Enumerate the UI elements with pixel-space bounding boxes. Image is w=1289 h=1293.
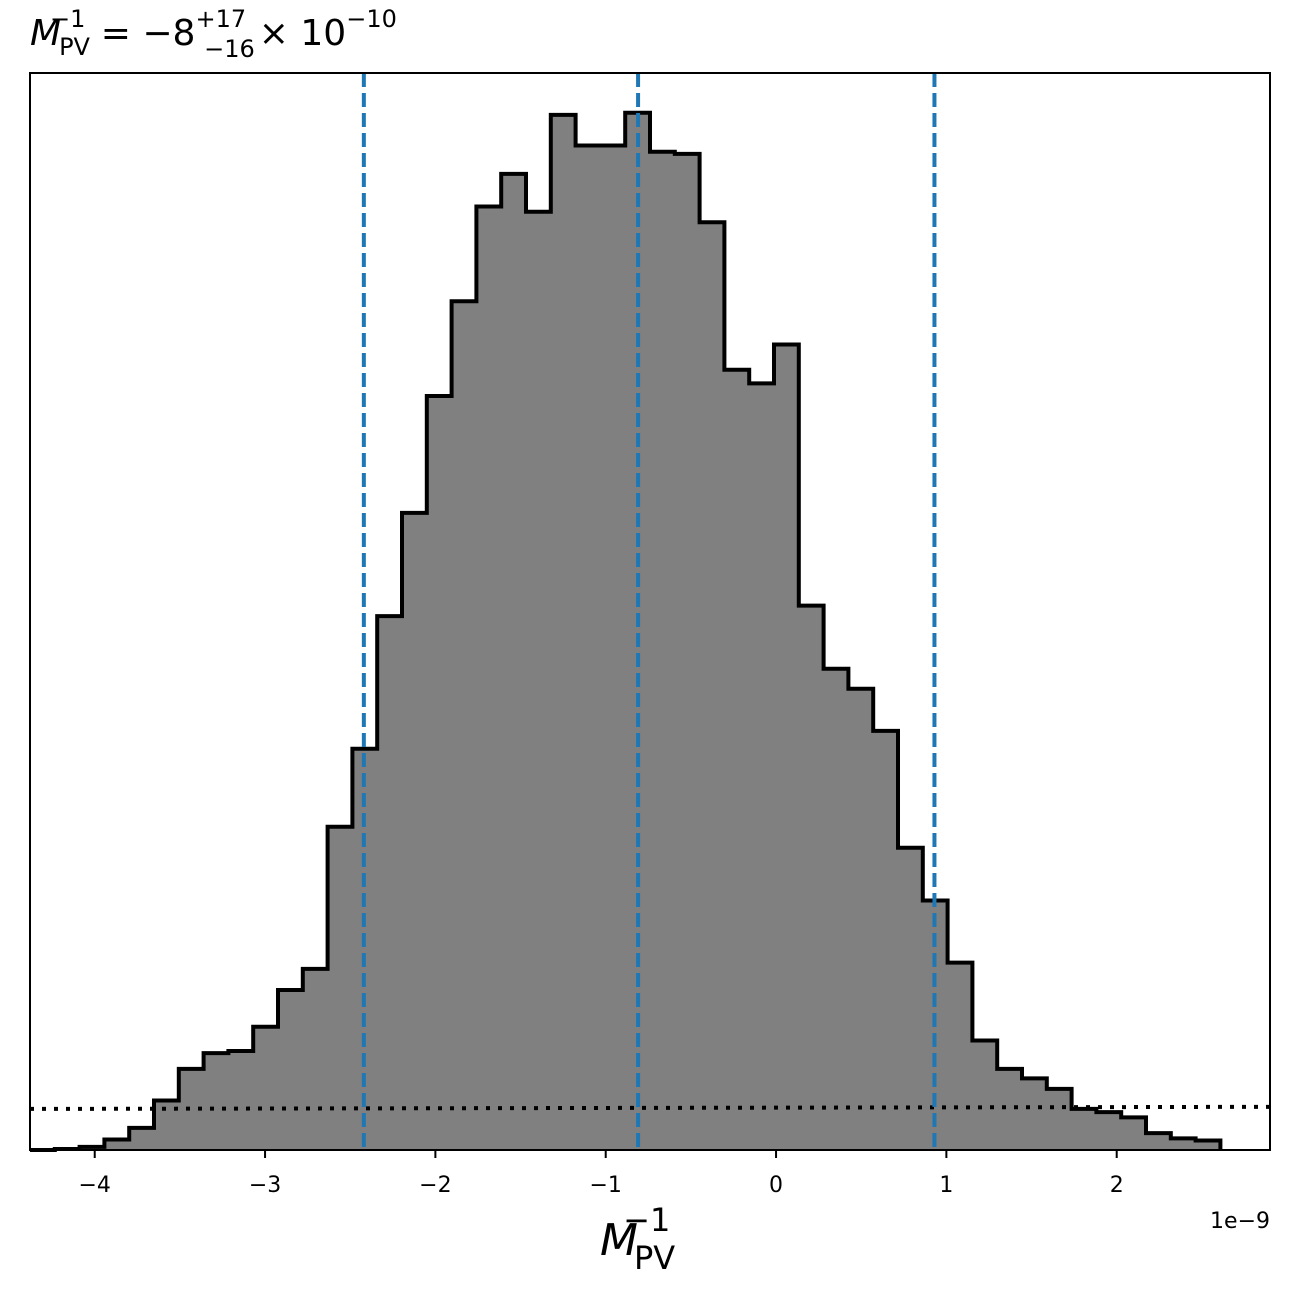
chart-title: MPV−1 = −8+17 −16 × 10−10 bbox=[30, 5, 397, 63]
histogram-bar bbox=[203, 1053, 229, 1150]
histogram-outline bbox=[30, 110, 1223, 1152]
histogram-bar bbox=[1071, 1108, 1097, 1150]
histogram-bar bbox=[774, 344, 800, 1151]
histogram-bar bbox=[848, 688, 874, 1150]
histogram-bar bbox=[104, 1139, 130, 1150]
prior-line bbox=[29, 1104, 1271, 1111]
histogram-bar bbox=[724, 369, 750, 1150]
histogram-bar bbox=[526, 211, 552, 1151]
histogram-bar bbox=[476, 206, 502, 1151]
histogram-bar bbox=[1046, 1088, 1073, 1150]
histogram-bar bbox=[699, 222, 725, 1150]
histogram-bar bbox=[947, 962, 973, 1150]
histogram-bar bbox=[674, 153, 701, 1150]
histogram-bar bbox=[798, 605, 825, 1150]
svg-text:MPV−1: MPV−1 bbox=[600, 1201, 675, 1277]
histogram-bar bbox=[1096, 1112, 1122, 1150]
histogram-bar bbox=[129, 1127, 155, 1150]
title-plus-error: +17 bbox=[195, 5, 246, 33]
histogram-bar bbox=[1170, 1138, 1197, 1150]
histogram-bar bbox=[451, 301, 477, 1151]
histogram-bar bbox=[426, 396, 453, 1150]
histogram-bar bbox=[352, 748, 378, 1150]
x-tick-label: 2 bbox=[1110, 1173, 1124, 1198]
x-tick-label: −2 bbox=[419, 1173, 451, 1198]
histogram-bar bbox=[302, 968, 329, 1150]
histogram-bar bbox=[1121, 1117, 1147, 1150]
title-exponent: −10 bbox=[346, 5, 397, 33]
histogram-bar bbox=[501, 173, 527, 1150]
histogram-bar bbox=[749, 383, 775, 1150]
x-axis-ticks: −4 −3 −2 −1 0 1 2 bbox=[79, 1150, 1124, 1198]
histogram-bar bbox=[575, 145, 601, 1151]
title-superscript: −1 bbox=[50, 5, 85, 33]
histogram-bar bbox=[278, 989, 304, 1150]
x-tick-label: 0 bbox=[769, 1173, 783, 1198]
plot-area bbox=[29, 73, 1271, 1152]
histogram-bar bbox=[1022, 1078, 1048, 1150]
title-symbol: M bbox=[30, 13, 61, 54]
histogram-bar bbox=[873, 730, 899, 1150]
histogram-bar bbox=[550, 114, 577, 1150]
svg-text:MPV−1 = −8+17−16× 10−10: MPV−1 = −8+17 −16 × 10−10 bbox=[30, 5, 397, 63]
plot-frame bbox=[29, 72, 1271, 1151]
xlabel-subscript: PV bbox=[634, 1239, 675, 1277]
title-subscript: PV bbox=[59, 33, 90, 61]
histogram-bar bbox=[972, 1040, 998, 1150]
x-tick-label: 1 bbox=[939, 1173, 953, 1198]
histogram-bar bbox=[1146, 1133, 1172, 1150]
histogram-bar bbox=[997, 1068, 1023, 1150]
title-minus-error: −16 bbox=[204, 35, 255, 63]
x-tick-label: −1 bbox=[589, 1173, 621, 1198]
histogram-bar bbox=[228, 1051, 254, 1150]
histogram-bar bbox=[600, 145, 626, 1151]
histogram-bar bbox=[327, 826, 353, 1150]
histogram-bar bbox=[1195, 1140, 1221, 1150]
title-times: × 10 bbox=[259, 13, 346, 54]
x-tick-label: −4 bbox=[79, 1173, 111, 1198]
histogram-bar bbox=[253, 1026, 279, 1150]
histogram-bar bbox=[377, 616, 403, 1150]
x-axis-label: MPV−1 bbox=[600, 1201, 675, 1277]
histogram-bar bbox=[650, 151, 676, 1151]
histogram-bar bbox=[823, 668, 849, 1150]
xlabel-symbol: M bbox=[600, 1215, 638, 1266]
x-tick-label: −3 bbox=[249, 1173, 281, 1198]
x-offset-text: 1e−9 bbox=[1210, 1209, 1270, 1234]
xlabel-superscript: −1 bbox=[623, 1201, 670, 1239]
histogram-bar bbox=[898, 847, 924, 1150]
title-equals: = −8 bbox=[89, 13, 195, 54]
histogram-bar bbox=[402, 512, 428, 1150]
